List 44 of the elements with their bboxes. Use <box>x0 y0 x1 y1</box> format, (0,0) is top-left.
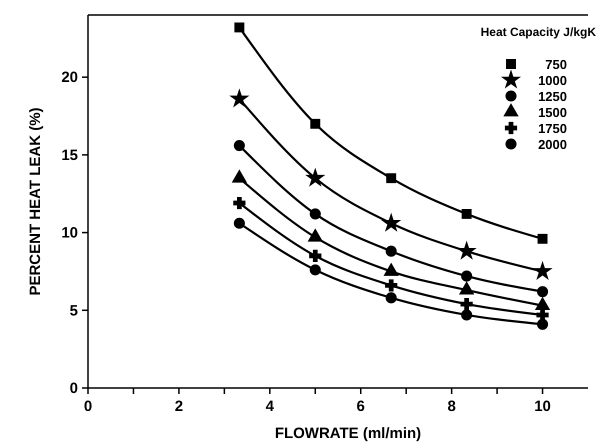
point <box>234 218 245 229</box>
point <box>460 298 473 310</box>
x-tick-label: 10 <box>534 398 551 415</box>
x-tick-label: 6 <box>356 398 365 415</box>
x-axis-title: FLOWRATE (ml/min) <box>274 425 422 442</box>
point <box>462 208 472 219</box>
legend-label: 1250 <box>538 89 567 104</box>
point <box>385 279 398 292</box>
x-tick-label: 2 <box>174 398 184 415</box>
point <box>306 168 324 186</box>
x-tick-label: 0 <box>84 398 92 415</box>
point <box>310 264 321 276</box>
legend-label: 750 <box>545 57 567 72</box>
point <box>458 242 476 259</box>
legend-label: 2000 <box>538 137 567 152</box>
point <box>233 196 246 210</box>
point <box>461 270 472 282</box>
point <box>234 22 244 32</box>
point <box>386 246 397 257</box>
point <box>310 208 321 220</box>
point <box>537 318 548 330</box>
point <box>310 118 320 129</box>
y-tick-label: 10 <box>61 224 78 242</box>
y-tick-label: 20 <box>61 69 78 86</box>
x-tick-label: 8 <box>447 398 456 415</box>
y-tick-label: 0 <box>70 380 78 397</box>
y-axis-title: PERCENT HEAT LEAK (%) <box>27 107 44 296</box>
point <box>230 89 248 107</box>
point <box>309 250 322 262</box>
legend-label: 1000 <box>538 73 567 88</box>
legend-label: 1500 <box>538 105 567 120</box>
point <box>461 309 472 320</box>
point <box>537 286 548 298</box>
point <box>386 292 397 304</box>
y-tick-label: 15 <box>61 146 78 164</box>
point <box>538 234 548 244</box>
legend-title: Heat Capacity J/kgK <box>480 25 596 39</box>
legend-label: 1750 <box>538 121 567 136</box>
x-tick-label: 4 <box>266 398 275 415</box>
y-tick-label: 5 <box>70 302 78 320</box>
point <box>234 140 245 152</box>
point <box>534 262 552 280</box>
point <box>386 173 396 184</box>
point <box>382 214 400 231</box>
